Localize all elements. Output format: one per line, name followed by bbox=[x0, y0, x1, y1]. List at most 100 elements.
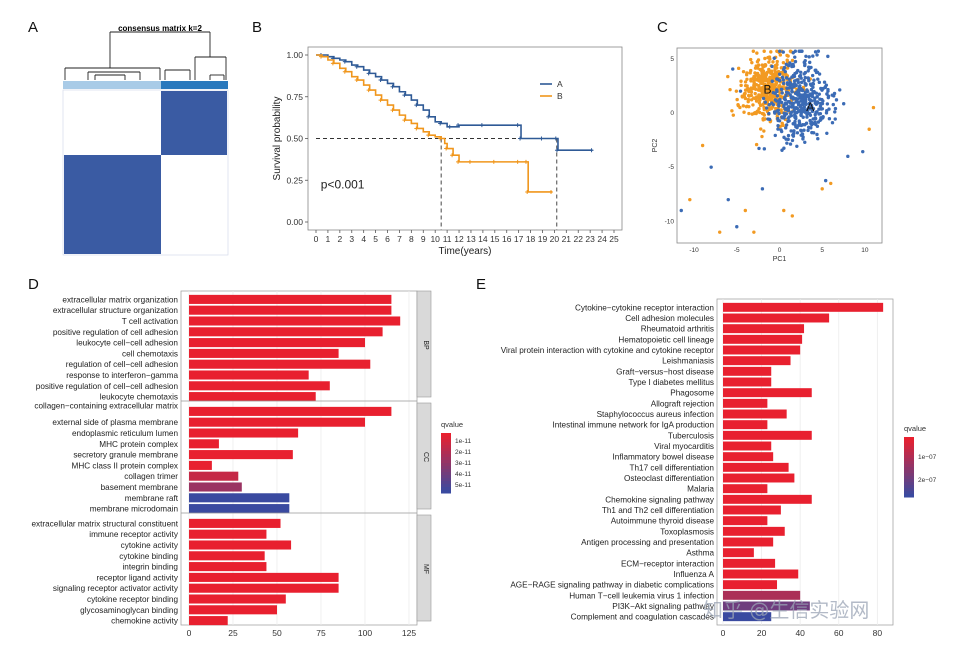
kegg-legend-gradient bbox=[904, 443, 914, 447]
go-legend-gradient bbox=[441, 439, 451, 443]
kegg-bar bbox=[723, 345, 801, 355]
pca-point-a bbox=[787, 119, 791, 123]
kegg-legend-gradient bbox=[904, 491, 914, 495]
go-category-label: response to interferon−gamma bbox=[66, 371, 178, 380]
pca-point-b bbox=[771, 60, 775, 64]
pca-point-a bbox=[826, 87, 830, 92]
x-tick-label: 15 bbox=[490, 234, 500, 244]
y-axis-label: Survival probability bbox=[272, 97, 283, 181]
pca-point-a bbox=[817, 72, 822, 76]
pca-outlier-point bbox=[790, 214, 795, 218]
pca-point-b bbox=[754, 83, 759, 87]
pca-point-a bbox=[793, 49, 798, 53]
kegg-bar bbox=[723, 526, 785, 536]
pca-point-b bbox=[754, 142, 759, 147]
panel-label-c: C bbox=[657, 19, 668, 36]
pca-point-a bbox=[816, 77, 820, 81]
pca-point-a bbox=[820, 88, 824, 92]
go-bar bbox=[189, 616, 228, 626]
kegg-category-label: AGE−RAGE signaling pathway in diabetic c… bbox=[510, 581, 714, 590]
go-category-label: endoplasmic reticulum lumen bbox=[72, 429, 178, 438]
pca-point-a bbox=[799, 76, 803, 80]
kegg-category-label: Th1 and Th2 cell differentiation bbox=[602, 506, 715, 515]
pca-point-a bbox=[831, 102, 835, 107]
go-bar bbox=[189, 504, 290, 514]
pca-point-a bbox=[817, 80, 822, 85]
go-bar bbox=[189, 406, 392, 416]
pca-x-tick: 0 bbox=[778, 247, 782, 254]
pca-point-a bbox=[789, 129, 793, 133]
kegg-legend-gradient bbox=[904, 437, 914, 441]
go-legend-gradient bbox=[441, 457, 451, 461]
go-category-label: leukocyte cell−cell adhesion bbox=[76, 339, 178, 348]
pca-point-a bbox=[810, 123, 814, 127]
pca-point-a bbox=[796, 80, 801, 85]
pca-point-b bbox=[736, 102, 740, 107]
pca-point-a bbox=[802, 128, 806, 132]
pca-point-b bbox=[730, 109, 734, 113]
pca-point-a bbox=[816, 49, 821, 53]
pca-point-a bbox=[818, 97, 822, 101]
kegg-legend-gradient bbox=[904, 467, 914, 471]
pca-point-b bbox=[788, 49, 793, 53]
censor-mark-b bbox=[438, 136, 443, 141]
pca-point-a bbox=[793, 119, 797, 124]
pca-point-b bbox=[752, 96, 756, 100]
pca-point-a bbox=[794, 100, 798, 104]
pca-point-a bbox=[802, 78, 806, 83]
pca-point-b bbox=[771, 93, 776, 98]
pca-point-a bbox=[789, 82, 793, 86]
legend-label-b: B bbox=[557, 91, 563, 101]
kegg-bar bbox=[723, 324, 805, 334]
kegg-category-label: Cytokine−cytokine receptor interaction bbox=[575, 303, 714, 312]
legend-label-a: A bbox=[557, 79, 563, 89]
pca-point-a bbox=[861, 149, 865, 154]
pca-point-a bbox=[761, 96, 766, 101]
go-legend-tick: 1e-11 bbox=[455, 438, 472, 445]
pca-point-a bbox=[809, 126, 813, 130]
pca-point-b bbox=[781, 72, 785, 77]
pca-point-a bbox=[806, 95, 811, 99]
pca-point-b bbox=[734, 89, 739, 93]
pca-point-b bbox=[769, 98, 774, 102]
pca-point-b bbox=[768, 57, 772, 61]
pca-point-a bbox=[798, 84, 802, 88]
pca-point-b bbox=[765, 92, 769, 96]
pca-point-b bbox=[762, 113, 766, 117]
go-legend-gradient bbox=[441, 478, 451, 482]
pca-point-b bbox=[760, 103, 765, 107]
pca-point-b bbox=[751, 49, 756, 53]
pca-point-a bbox=[763, 100, 767, 104]
pca-point-b bbox=[747, 111, 751, 116]
censor-mark-a bbox=[456, 123, 461, 128]
pca-point-a bbox=[795, 144, 799, 148]
pca-outlier-point bbox=[867, 127, 871, 131]
pca-point-b bbox=[759, 74, 763, 79]
censor-mark-b bbox=[491, 159, 496, 164]
pca-point-a bbox=[807, 55, 811, 59]
pca-point-a bbox=[789, 112, 793, 116]
go-category-label: cell chemotaxis bbox=[122, 349, 178, 358]
pca-point-a bbox=[830, 93, 834, 97]
pca-y-tick: -5 bbox=[668, 164, 674, 171]
censor-mark-b bbox=[525, 189, 530, 194]
go-bar bbox=[189, 583, 339, 593]
x-tick-label: 18 bbox=[526, 234, 536, 244]
pca-point-a bbox=[790, 104, 794, 108]
censor-mark-b bbox=[467, 159, 472, 164]
pca-point-a bbox=[793, 59, 798, 64]
pca-point-a bbox=[781, 50, 785, 54]
kegg-legend-gradient bbox=[904, 458, 914, 462]
pca-point-b bbox=[764, 84, 768, 89]
km-curve-a bbox=[316, 54, 593, 151]
go-bar bbox=[189, 518, 281, 528]
pca-point-a bbox=[773, 133, 777, 138]
go-category-label: extracellular matrix organization bbox=[62, 295, 178, 304]
pca-point-b bbox=[768, 92, 773, 97]
x-tick-label: 19 bbox=[538, 234, 548, 244]
pca-point-a bbox=[786, 108, 791, 113]
censor-mark-b bbox=[456, 159, 461, 164]
pca-y-tick: -10 bbox=[665, 218, 675, 225]
pca-point-a bbox=[784, 90, 789, 94]
